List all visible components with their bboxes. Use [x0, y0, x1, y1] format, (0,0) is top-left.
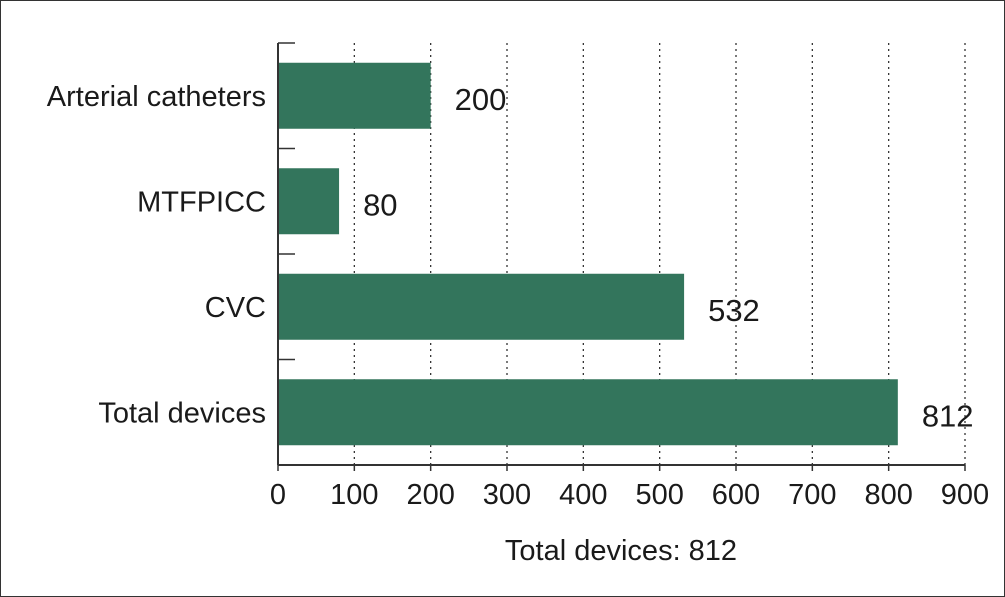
category-label: Total devices: [98, 397, 266, 429]
x-tick-label: 700: [788, 479, 836, 511]
data-label: 80: [363, 187, 397, 222]
x-tick-label: 200: [406, 479, 454, 511]
bar: [279, 379, 898, 446]
x-axis-title: Total devices: 812: [505, 535, 737, 567]
x-tick-label: 100: [330, 479, 378, 511]
data-label: 532: [708, 293, 760, 328]
category-label: MTFPICC: [137, 186, 266, 218]
data-label: 200: [455, 82, 507, 117]
bar: [279, 62, 431, 129]
axes: [277, 42, 966, 471]
x-tick-label: 900: [941, 479, 989, 511]
x-tick-label: 600: [712, 479, 760, 511]
bars: [279, 62, 898, 446]
x-tick-label: 400: [559, 479, 607, 511]
bar: [279, 168, 340, 235]
x-tick-label: 0: [270, 479, 286, 511]
x-tick-label: 300: [483, 479, 531, 511]
data-label: 812: [922, 398, 974, 433]
labels: 0 100 200 300 400 500 600 700 800 900 Arterial cat…: [47, 81, 989, 511]
category-label: CVC: [205, 292, 266, 324]
x-tick-label: 800: [864, 479, 912, 511]
gridlines: [353, 43, 966, 465]
bar: [279, 273, 685, 340]
category-label: Arterial catheters: [47, 81, 266, 113]
x-tick-label: 500: [635, 479, 683, 511]
